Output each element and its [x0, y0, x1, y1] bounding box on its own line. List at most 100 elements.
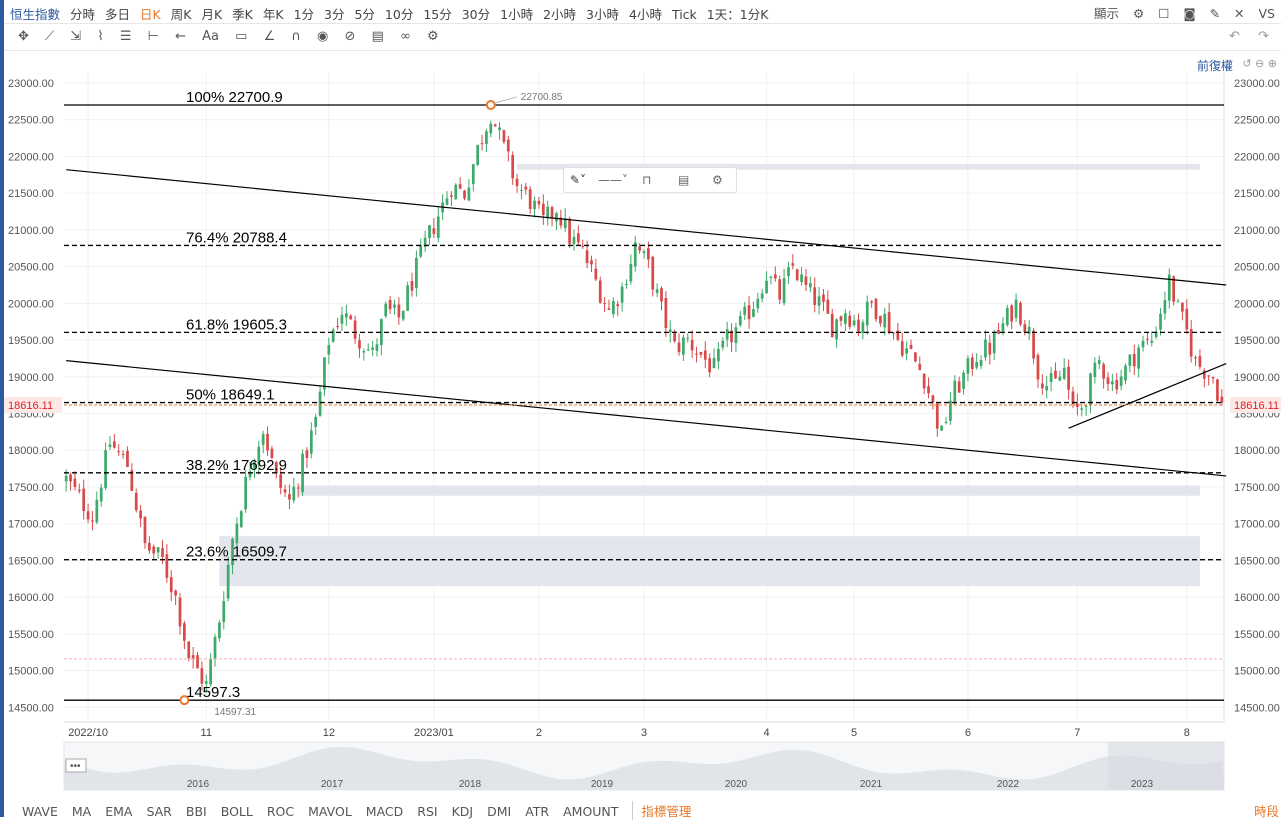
indicator-macd[interactable]: MACD — [365, 804, 404, 819]
candle-body — [134, 492, 138, 511]
indicator-boll[interactable]: BOLL — [220, 804, 253, 819]
candle-body — [69, 474, 72, 482]
tab-19[interactable]: 1天：1分K — [706, 7, 769, 22]
x-tick-label: 4 — [764, 727, 770, 739]
tab-13[interactable]: 30分 — [461, 7, 491, 22]
trend-line-icon[interactable]: ⟋ — [45, 29, 55, 44]
corner-label[interactable]: VS — [1258, 6, 1276, 21]
hide-icon[interactable]: ⊘ — [344, 29, 356, 44]
tab-6[interactable]: 季K — [232, 7, 253, 22]
collapse-icon[interactable]: ✕ — [1234, 6, 1245, 21]
tab-0[interactable]: 恒生指數 — [10, 7, 61, 22]
candle-body — [296, 487, 300, 489]
chart-area[interactable]: 23000.00 23000.00 22500.00 22500.00 22000.00… — [4, 52, 1281, 792]
measure-icon[interactable]: ⊢ — [147, 29, 159, 44]
candle-body — [940, 425, 944, 431]
indicator-kdj[interactable]: KDJ — [451, 804, 474, 819]
unlock-icon[interactable]: ⊓ — [642, 173, 652, 187]
session-label[interactable]: 時段 — [1253, 804, 1279, 819]
indicator-mavol[interactable]: MAVOL — [308, 804, 352, 819]
candle-body — [550, 207, 554, 218]
indicator-atr[interactable]: ATR — [525, 804, 550, 819]
indicator-list: WAVE MA EMA SAR BBI BOLL ROC MAVOL MACD RSI KDJ DMI… — [22, 801, 705, 820]
gear-icon[interactable]: ⚙ — [1133, 6, 1145, 21]
tab-5[interactable]: 月K — [201, 7, 223, 22]
link-icon[interactable]: ∞ — [400, 29, 411, 44]
indicator-ma[interactable]: MA — [71, 804, 92, 819]
tab-16[interactable]: 3小時 — [586, 7, 619, 22]
candle-body — [476, 144, 480, 165]
undo-icon[interactable]: ↶ — [1229, 29, 1240, 44]
candle-body — [699, 352, 703, 355]
magnet-icon[interactable]: ∩ — [291, 29, 301, 44]
arrow-icon[interactable]: ← — [175, 29, 187, 44]
sr-zone — [219, 536, 1200, 587]
tab-18[interactable]: Tick — [671, 7, 697, 22]
candlestick-chart[interactable]: 23000.00 23000.00 22500.00 22500.00 22000.00… — [4, 52, 1281, 792]
settings-icon[interactable]: ⚙ — [427, 29, 439, 44]
pen-icon[interactable]: ✎ — [1209, 6, 1221, 21]
pencil-icon[interactable]: ∠ — [263, 29, 276, 44]
line-style-icon[interactable]: ——˅ — [598, 173, 628, 187]
candle-body — [572, 237, 576, 244]
indicator-sar[interactable]: SAR — [146, 804, 172, 819]
indicator-manage-button[interactable]: 指標管理 — [632, 801, 691, 820]
tab-4[interactable]: 周K — [170, 7, 192, 22]
tab-10[interactable]: 5分 — [354, 7, 375, 22]
crosshair-icon[interactable]: ✥ — [18, 29, 29, 44]
indicator-dmi[interactable]: DMI — [487, 804, 512, 819]
tab-9[interactable]: 3分 — [324, 7, 345, 22]
candle-body — [432, 228, 436, 234]
eye-icon[interactable]: ◉ — [317, 29, 329, 44]
tab-17[interactable]: 4小時 — [629, 7, 662, 22]
candle-body — [143, 516, 147, 544]
comment-icon[interactable]: ▭ — [235, 29, 248, 44]
indicator-wave[interactable]: WAVE — [22, 804, 58, 819]
candle-body — [91, 520, 94, 522]
y-tick-left: 15500.00 — [8, 629, 54, 641]
candle-body — [502, 130, 506, 142]
tab-3[interactable]: 日K — [140, 7, 161, 22]
tab-14[interactable]: 1小時 — [500, 7, 534, 22]
display-menu[interactable]: 顯示 — [1094, 6, 1120, 21]
text-tool[interactable]: Aa — [202, 29, 220, 44]
tab-7[interactable]: 年K — [262, 7, 284, 22]
candle-body — [485, 131, 488, 145]
candle-body — [568, 218, 571, 244]
trash-icon[interactable]: ▤ — [371, 29, 384, 44]
indicator-amount[interactable]: AMOUNT — [563, 804, 619, 819]
candle-body — [253, 462, 256, 469]
gear-icon[interactable]: ⚙ — [712, 173, 723, 187]
candle-body — [231, 538, 234, 566]
polyline-icon[interactable]: ⌇ — [97, 29, 104, 44]
trash-icon[interactable]: ▤ — [678, 173, 690, 187]
candle-body — [406, 285, 409, 311]
indicator-rsi[interactable]: RSI — [417, 804, 438, 819]
tab-15[interactable]: 2小時 — [543, 7, 577, 22]
tab-1[interactable]: 分時 — [70, 7, 96, 22]
tab-12[interactable]: 15分 — [423, 7, 452, 22]
candle-body — [1058, 376, 1062, 381]
y-tick-right: 20500.00 — [1234, 262, 1280, 274]
candle-body — [1097, 360, 1101, 364]
tab-8[interactable]: 1分 — [293, 7, 315, 22]
tab-11[interactable]: 10分 — [384, 7, 414, 22]
candle-body — [314, 416, 318, 427]
candle-body — [957, 381, 961, 393]
redo-icon[interactable]: ↷ — [1258, 29, 1269, 44]
ray-icon[interactable]: ⇲ — [70, 29, 82, 44]
camera-icon[interactable]: ◙ — [1183, 6, 1196, 21]
candle-body — [1137, 347, 1140, 369]
chart-zoom-controls[interactable]: ↺ ⊖ ⊕ — [1242, 57, 1277, 70]
candle-body — [397, 304, 401, 318]
indicator-roc[interactable]: ROC — [266, 804, 295, 819]
fib-icon[interactable]: ☰ — [119, 29, 132, 44]
paint-icon[interactable]: ✎˅ — [570, 173, 587, 187]
indicator-ema[interactable]: EMA — [105, 804, 133, 819]
price-adjust-toggle[interactable]: 前復權 — [1196, 59, 1233, 73]
tab-2[interactable]: 多日 — [105, 7, 131, 22]
layout-icon[interactable]: ☐ — [1158, 6, 1170, 21]
indicator-bbi[interactable]: BBI — [185, 804, 207, 819]
candle-body — [1045, 386, 1049, 391]
candle-body — [817, 296, 821, 306]
